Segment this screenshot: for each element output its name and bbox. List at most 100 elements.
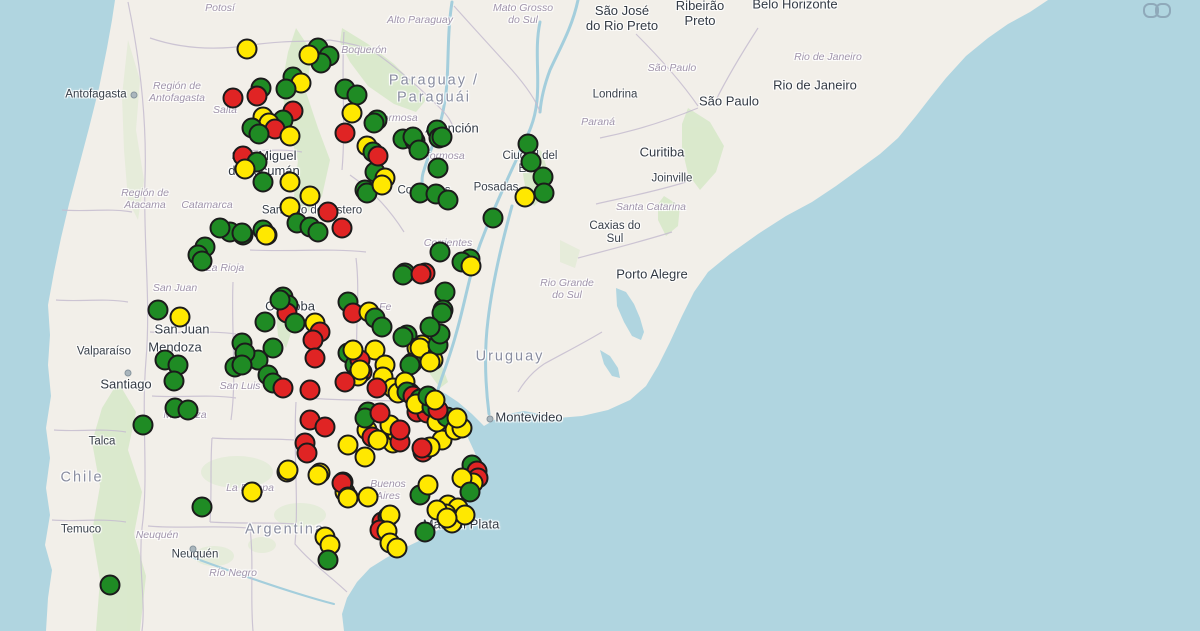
map-marker-red[interactable]	[246, 85, 268, 107]
rivers	[177, 0, 580, 605]
map-marker-green[interactable]	[414, 521, 436, 543]
map-marker-red[interactable]	[331, 217, 353, 239]
map-marker-red[interactable]	[369, 402, 391, 424]
map-marker-yellow[interactable]	[298, 44, 320, 66]
map-marker-green[interactable]	[371, 316, 393, 338]
map-marker-red[interactable]	[334, 371, 356, 393]
map-marker-yellow[interactable]	[255, 224, 277, 246]
map-marker-green[interactable]	[252, 171, 274, 193]
map-marker-red[interactable]	[317, 201, 339, 223]
map-marker-red[interactable]	[304, 347, 326, 369]
map-marker-green[interactable]	[269, 289, 291, 311]
map-label-mato-grosso-do-sul: Mato Grosso do Sul	[492, 1, 554, 26]
map-marker-green[interactable]	[533, 182, 555, 204]
map-label-regi-n-de-atacama: Región de Atacama	[121, 186, 169, 211]
map-marker-yellow[interactable]	[436, 507, 458, 529]
map-marker-red[interactable]	[366, 377, 388, 399]
map-marker-green[interactable]	[231, 222, 253, 244]
map-marker-red[interactable]	[299, 379, 321, 401]
map-marker-green[interactable]	[248, 123, 270, 145]
map-label-s-o-paulo: São Paulo	[699, 93, 759, 109]
map-marker-green[interactable]	[307, 221, 329, 243]
map-marker-yellow[interactable]	[299, 185, 321, 207]
map-marker-green[interactable]	[191, 496, 213, 518]
map-label-regi-n-de-antofagasta: Región de Antofagasta	[148, 79, 206, 104]
map-marker-red[interactable]	[272, 377, 294, 399]
map-marker-yellow[interactable]	[337, 487, 359, 509]
city-dot	[130, 91, 138, 99]
map-marker-yellow[interactable]	[279, 125, 301, 147]
map-marker-yellow[interactable]	[169, 306, 191, 328]
map-marker-red[interactable]	[222, 87, 244, 109]
map-marker-yellow[interactable]	[354, 446, 376, 468]
map-marker-yellow[interactable]	[337, 434, 359, 456]
map-marker-green[interactable]	[209, 217, 231, 239]
map-label-chile: Chile	[60, 469, 104, 486]
map-marker-green[interactable]	[254, 311, 276, 333]
map-marker-yellow[interactable]	[349, 359, 371, 381]
map-marker-yellow[interactable]	[367, 429, 389, 451]
map-marker-yellow[interactable]	[514, 186, 536, 208]
map-marker-green[interactable]	[284, 312, 306, 334]
map-marker-green[interactable]	[392, 326, 414, 348]
map-marker-green[interactable]	[419, 316, 441, 338]
map-marker-yellow[interactable]	[241, 481, 263, 503]
map-marker-green[interactable]	[262, 337, 284, 359]
map-marker-yellow[interactable]	[460, 255, 482, 277]
map-label-potos: Potosí	[205, 1, 235, 14]
map-marker-red[interactable]	[367, 145, 389, 167]
map-marker-red[interactable]	[389, 419, 411, 441]
map-marker-green[interactable]	[431, 126, 453, 148]
map-label-san-luis: San Luis	[219, 379, 261, 392]
map-marker-green[interactable]	[459, 481, 481, 503]
map-label-porto-alegre: Porto Alegre	[616, 266, 688, 282]
map-marker-yellow[interactable]	[357, 486, 379, 508]
map-marker-red[interactable]	[296, 442, 318, 464]
map-label-boquer-n: Boquerón	[341, 43, 387, 56]
map-label-argentina: Argentina	[244, 521, 326, 538]
map-marker-green[interactable]	[482, 207, 504, 229]
map-marker-green[interactable]	[408, 139, 430, 161]
map-marker-green[interactable]	[429, 241, 451, 263]
map-label-posadas: Posadas	[473, 181, 519, 194]
map-marker-green[interactable]	[317, 549, 339, 571]
map-label-montevideo: Montevideo	[495, 409, 563, 425]
map-marker-yellow[interactable]	[419, 351, 441, 373]
map-marker-red[interactable]	[314, 416, 336, 438]
map-marker-yellow[interactable]	[342, 339, 364, 361]
map-marker-green[interactable]	[437, 189, 459, 211]
map-marker-green[interactable]	[231, 354, 253, 376]
map-marker-yellow[interactable]	[277, 459, 299, 481]
map-marker-green[interactable]	[99, 574, 121, 596]
map-marker-yellow[interactable]	[386, 537, 408, 559]
map-marker-yellow[interactable]	[454, 504, 476, 526]
overlapping-squares-watermark-icon	[1140, 1, 1174, 26]
map-marker-yellow[interactable]	[279, 171, 301, 193]
map-marker-green[interactable]	[427, 157, 449, 179]
map-marker-red[interactable]	[411, 437, 433, 459]
map-marker-green[interactable]	[177, 399, 199, 421]
map-marker-red[interactable]	[410, 263, 432, 285]
map-marker-green[interactable]	[191, 250, 213, 272]
map-marker-green[interactable]	[363, 112, 385, 134]
map-marker-green[interactable]	[147, 299, 169, 321]
map-label-curitiba: Curitiba	[639, 144, 685, 160]
map-marker-yellow[interactable]	[236, 38, 258, 60]
map-marker-yellow[interactable]	[371, 174, 393, 196]
map-marker-yellow[interactable]	[341, 102, 363, 124]
map-marker-yellow[interactable]	[307, 464, 329, 486]
map-marker-green[interactable]	[163, 370, 185, 392]
map-marker-yellow[interactable]	[446, 407, 468, 429]
map-label-s-o-paulo: São Paulo	[647, 61, 697, 74]
map-marker-yellow[interactable]	[424, 389, 446, 411]
map-marker-green[interactable]	[132, 414, 154, 436]
map-marker-green[interactable]	[275, 78, 297, 100]
map-label-alto-paraguay: Alto Paraguay	[387, 13, 453, 26]
map-label-talca: Talca	[88, 435, 116, 448]
map-label-joinville: Joinville	[651, 172, 693, 185]
map-marker-yellow[interactable]	[234, 158, 256, 180]
map-marker-red[interactable]	[334, 122, 356, 144]
map-label-santiago: Santiago	[100, 376, 152, 392]
map-marker-yellow[interactable]	[417, 474, 439, 496]
